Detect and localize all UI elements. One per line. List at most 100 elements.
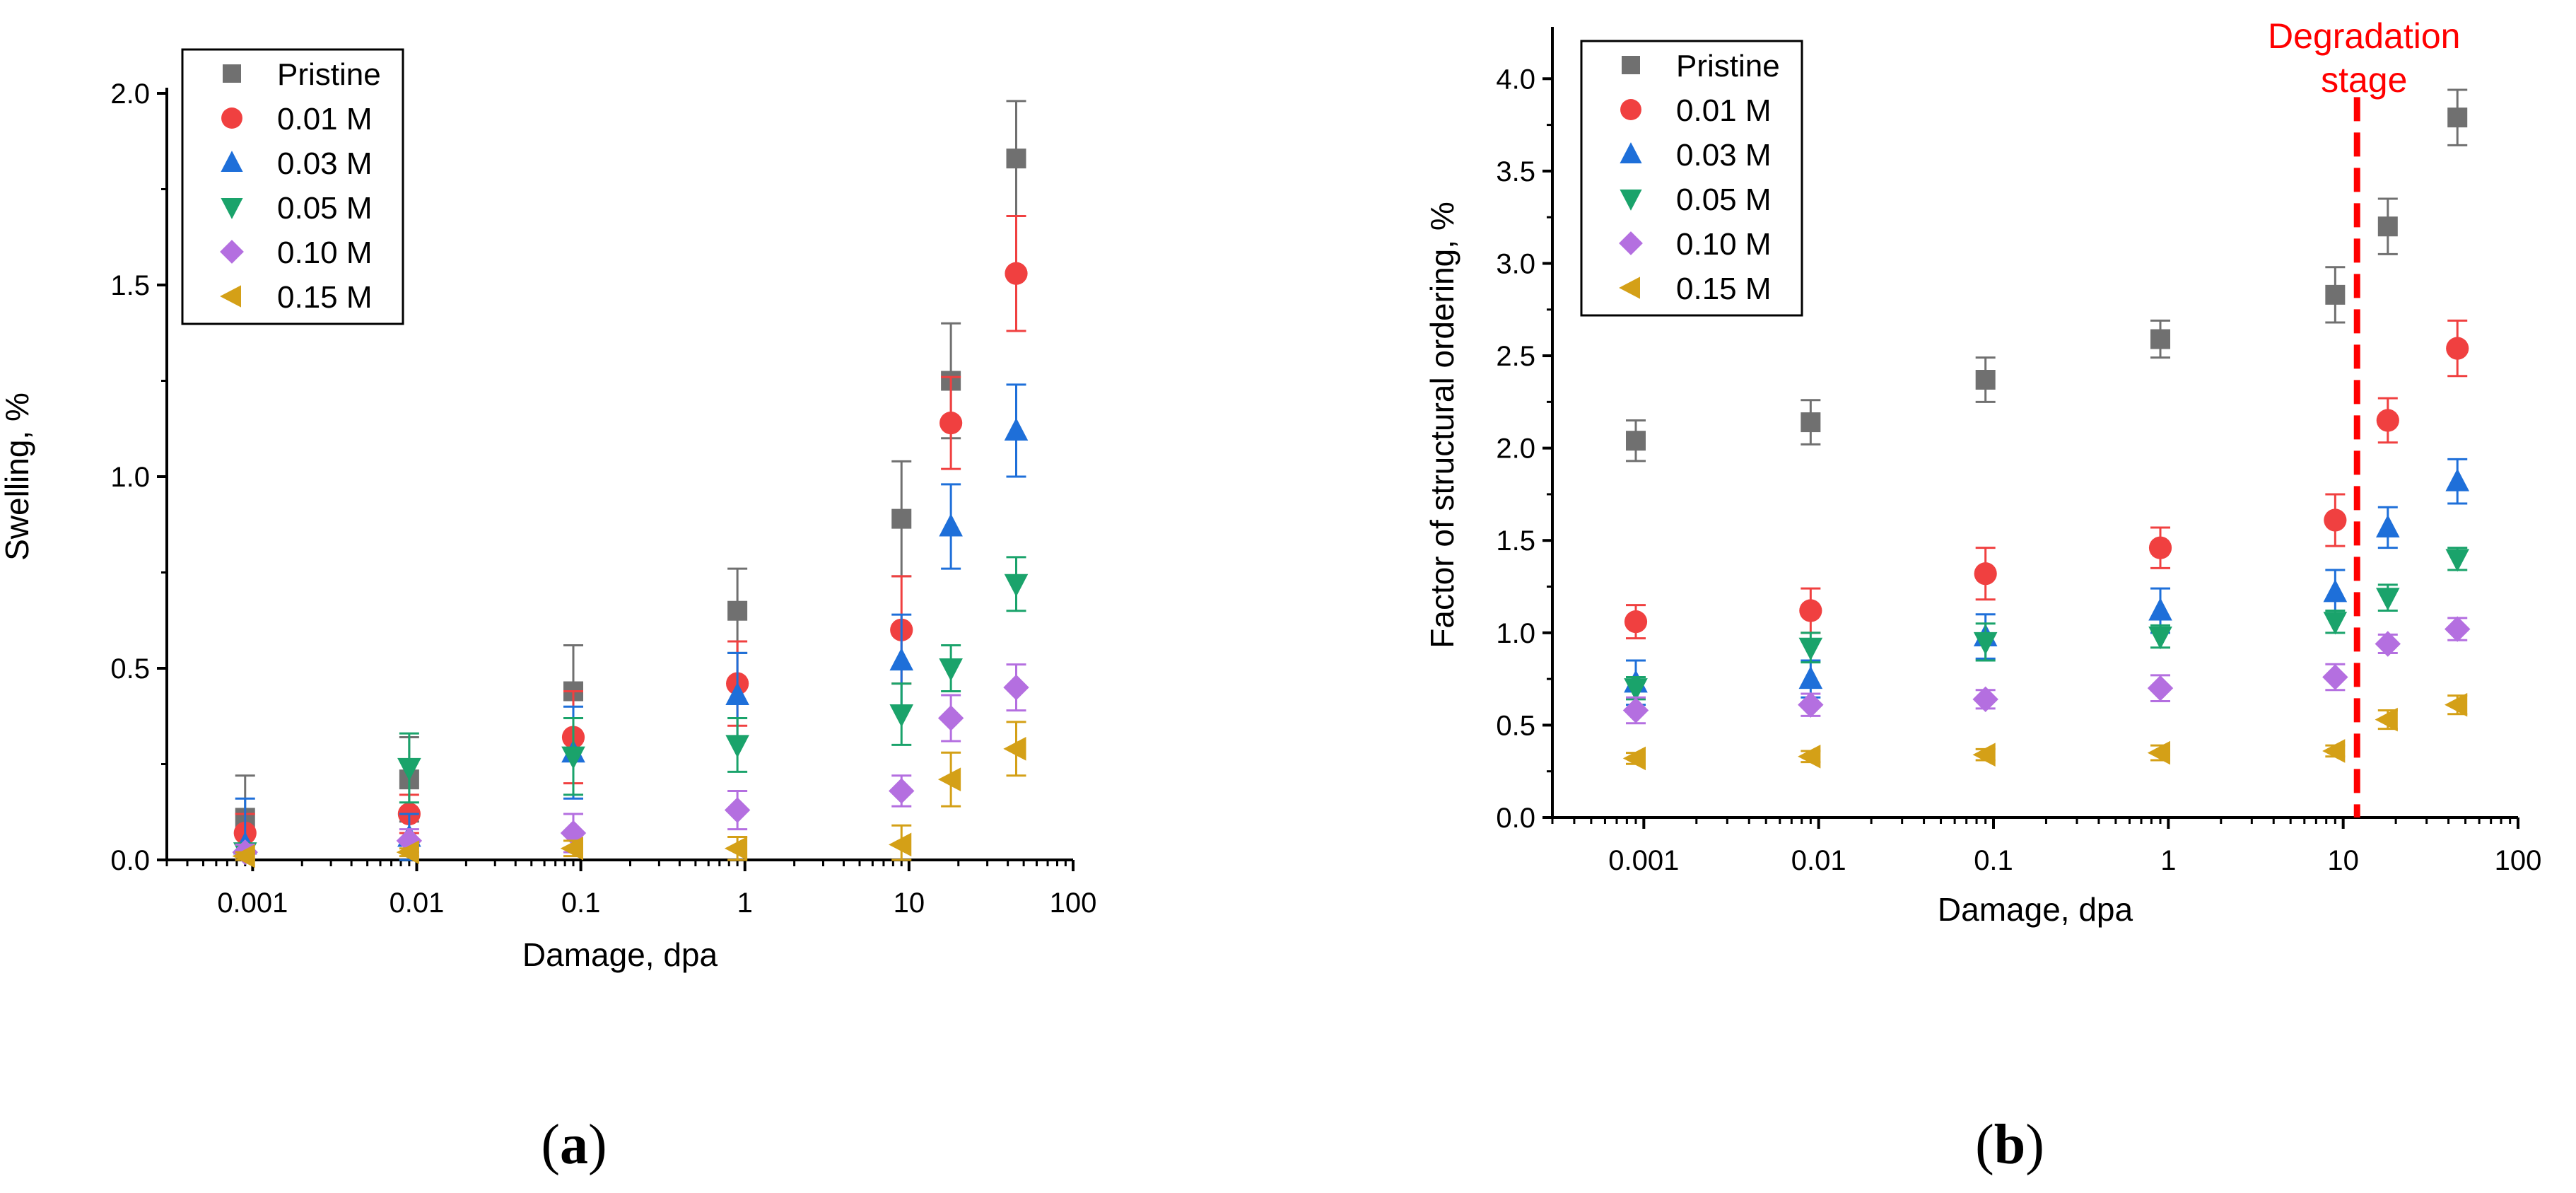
panel-a-legend-label: 0.03 M: [277, 146, 373, 181]
panel-b-x-tick-label: 0.01: [1791, 845, 1846, 876]
panel-b-series-5: [1622, 692, 2468, 771]
panel-b-series-2: [1624, 458, 2470, 706]
panel-b-data-point: [2148, 536, 2172, 559]
panel-a-data-point: [889, 647, 914, 671]
panel-b-data-point: [2148, 627, 2172, 650]
panel-a-y-tick-label: 2.0: [110, 78, 150, 110]
panel-b-y-axis-title: Factor of structural ordering, %: [1424, 202, 1460, 648]
panel-b-data-point: [1624, 610, 1648, 634]
panel-a-legend-label: 0.05 M: [277, 191, 373, 226]
panel-b-data-point: [2325, 284, 2346, 305]
panel-a-x-tick-label: 10: [894, 888, 925, 919]
panel-a-legend-box: [181, 48, 404, 325]
panel-b-x-tick-label: 0.1: [1974, 845, 2013, 876]
panel-b-data-point: [2324, 508, 2347, 532]
panel-b-x-tick-label: 0.001: [1608, 845, 1679, 876]
panel-b-data-point: [1622, 746, 1646, 771]
panel-a-data-point: [1003, 737, 1026, 761]
panel-a-data-point: [725, 682, 749, 705]
panel-b-series-0: [1626, 88, 2468, 462]
panel-b-data-point: [2147, 675, 2174, 702]
panel-a-data-point: [937, 767, 961, 791]
panel-a-series-3: [233, 556, 1029, 866]
panel-b-legend-label: 0.15 M: [1676, 272, 1772, 306]
panel-a-data-point: [937, 705, 964, 731]
panel-b-data-point: [1798, 665, 1823, 689]
panel-a-data-point: [561, 746, 585, 769]
panel-a-legend-marker: [221, 198, 243, 219]
panel-b-legend-label: 0.03 M: [1676, 138, 1772, 173]
panel-a-data-point: [396, 840, 419, 864]
panel-b-x-tick-label: 1: [2160, 845, 2176, 876]
panel-b-data-point: [2147, 740, 2171, 765]
panel-a-y-tick-label: 1.0: [110, 462, 150, 493]
panel-a-legend-label: 0.01 M: [277, 102, 373, 136]
panel-b-y-tick-label: 0.5: [1496, 710, 1535, 741]
panel-a-x-axis-title: Damage, dpa: [522, 936, 718, 973]
panel-b-x-tick-label: 10: [2327, 845, 2359, 876]
panel-b-legend-label: 0.05 M: [1676, 182, 1772, 217]
panel-a-series-0: [235, 100, 1026, 861]
panel-a-y-axis-title: Swelling, %: [0, 392, 35, 561]
panel-a-data-point: [939, 658, 963, 682]
panel-a-data-point: [939, 412, 963, 435]
panel-b-data-point: [2375, 631, 2401, 657]
panel-b-data-point: [2376, 588, 2400, 611]
panel-a-data-point: [1003, 674, 1029, 701]
panel-b-annotation-line1: Degradation: [2268, 16, 2460, 56]
panel-b-data-point: [1626, 431, 1646, 451]
panel-b-legend: Pristine 0.01 M 0.03 M 0.05 M 0.10 M 0.15 M: [1580, 40, 1803, 317]
panel-b-legend-box: [1580, 40, 1803, 317]
panel-a-data-point: [560, 836, 584, 861]
panel-caption-b: (b): [1975, 1114, 2044, 1176]
panel-b-data-point: [2376, 514, 2400, 537]
panel-b-annotation-line2: stage: [2321, 60, 2407, 100]
panel-b-data-point: [1974, 562, 1997, 586]
chart-panel-a: 0.0 0.5 1.0 1.5 2.0 0.001 0.01 0.1 1 10 100 Damage,…: [0, 48, 1097, 973]
panel-b-data-point: [2323, 612, 2348, 635]
panel-b-y-tick-label: 2.5: [1496, 341, 1535, 372]
panel-b-legend-label: 0.10 M: [1676, 227, 1772, 262]
panel-b-data-point: [2377, 216, 2398, 237]
panel-a-legend: Pristine 0.01 M 0.03 M 0.05 M 0.10 M 0.15 M: [181, 48, 404, 325]
panel-b-data-point: [2445, 692, 2468, 717]
panel-b-data-point: [2376, 409, 2399, 432]
panel-b-data-point: [1799, 599, 1822, 622]
panel-a-legend-label: Pristine: [277, 57, 381, 92]
panel-b-data-point: [2322, 664, 2348, 690]
panel-b-data-point: [1622, 697, 1649, 723]
panel-a-data-point: [891, 508, 912, 529]
panel-a-legend-label: 0.15 M: [277, 280, 373, 315]
panel-b-series-3: [1624, 547, 2470, 702]
panel-a-x-tick-label: 0.1: [561, 888, 601, 919]
panel-b-data-point: [1624, 678, 1648, 702]
panel-b-data-point: [2445, 549, 2470, 572]
panel-a-data-point: [1004, 574, 1029, 597]
panel-a-data-point: [1005, 262, 1028, 285]
panel-a-legend-marker: [223, 64, 241, 83]
panel-a-y-tick-label: 1.5: [110, 270, 150, 301]
panel-b-legend-label: 0.01 M: [1676, 93, 1772, 128]
panel-a-data-point: [725, 735, 749, 758]
panel-b-data-point: [1973, 632, 1998, 656]
panel-b-data-point: [1798, 745, 1821, 769]
panel-a-x-tick-label: 0.01: [390, 888, 445, 919]
panel-b-data-point: [2446, 337, 2469, 360]
panel-b-data-point: [1972, 743, 1996, 767]
panel-a-data-point: [889, 704, 914, 728]
panel-b-data-point: [1798, 637, 1823, 660]
panel-a-data-point: [232, 844, 255, 868]
panel-a-legend-marker: [220, 285, 241, 308]
panel-a-x-tick-label: 100: [1050, 888, 1097, 919]
panel-a-data-point: [1006, 149, 1026, 169]
chart-panel-b: 0.0 0.5 1.0 1.5 2.0 2.5 3.0 3.5 4.0 0.001 0.01 0.1 1…: [1424, 16, 2541, 928]
panel-a-data-point: [1004, 417, 1029, 441]
panel-b-legend-marker: [1620, 99, 1641, 120]
panel-a-data-point: [727, 600, 748, 621]
panel-b-data-point: [2447, 107, 2468, 128]
panel-b-data-point: [1975, 370, 1996, 390]
panel-b-data-point: [1972, 686, 1998, 713]
panel-b-y-tick-label: 2.0: [1496, 433, 1535, 465]
panel-a-x-tick-label: 0.001: [217, 888, 288, 919]
